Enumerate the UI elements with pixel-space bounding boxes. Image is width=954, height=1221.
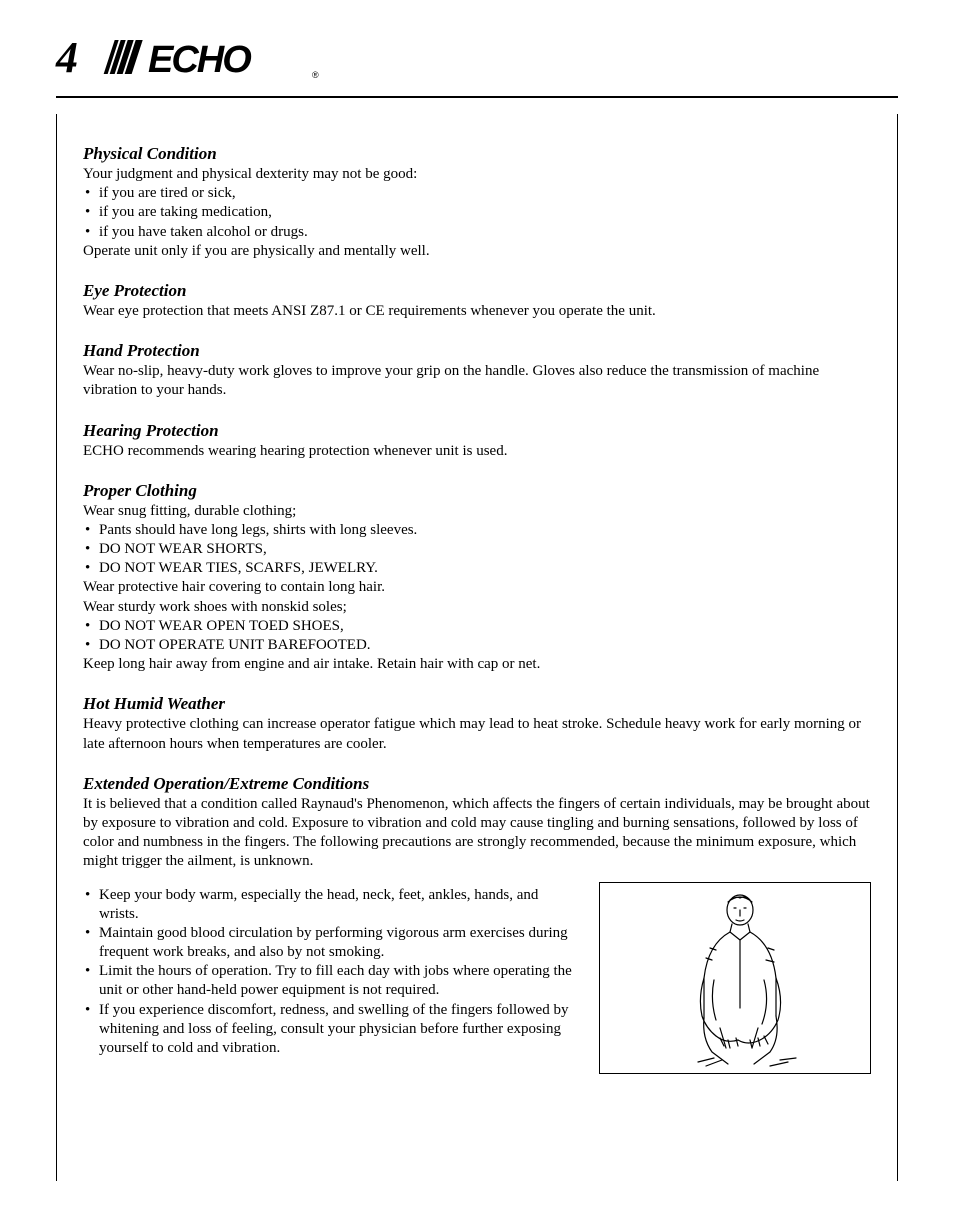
section-body: Heavy protective clothing can increase o… <box>83 715 871 753</box>
section-outro: Keep long hair away from engine and air … <box>83 655 871 674</box>
section-hot-humid-weather: Hot Humid Weather Heavy protective cloth… <box>83 694 871 753</box>
header-rule <box>56 96 898 98</box>
list-item: Limit the hours of operation. Try to fil… <box>83 962 579 1000</box>
page-number: 4 <box>56 36 78 80</box>
bullet-list: Pants should have long legs, shirts with… <box>83 521 871 579</box>
list-item: Maintain good blood circulation by perfo… <box>83 924 579 962</box>
bullet-list: if you are tired or sick, if you are tak… <box>83 184 871 242</box>
list-item: if you are tired or sick, <box>83 184 871 203</box>
list-item: If you experience discomfort, redness, a… <box>83 1001 579 1059</box>
illustration-box <box>599 882 871 1074</box>
list-item: if you have taken alcohol or drugs. <box>83 223 871 242</box>
list-item: DO NOT WEAR OPEN TOED SHOES, <box>83 617 871 636</box>
section-mid: Wear protective hair covering to contain… <box>83 578 871 597</box>
section-hand-protection: Hand Protection Wear no-slip, heavy-duty… <box>83 341 871 400</box>
list-item: DO NOT WEAR SHORTS, <box>83 540 871 559</box>
two-column-layout: Keep your body warm, especially the head… <box>83 886 871 1074</box>
section-title: Hearing Protection <box>83 421 871 441</box>
svg-text:®: ® <box>312 70 319 80</box>
section-mid: Wear sturdy work shoes with nonskid sole… <box>83 598 871 617</box>
section-body: ECHO recommends wearing hearing protecti… <box>83 442 871 461</box>
bullet-list: Keep your body warm, especially the head… <box>83 886 579 1059</box>
list-item: DO NOT OPERATE UNIT BAREFOOTED. <box>83 636 871 655</box>
column-left: Keep your body warm, especially the head… <box>83 886 579 1059</box>
section-title: Eye Protection <box>83 281 871 301</box>
bullet-list: DO NOT WEAR OPEN TOED SHOES, DO NOT OPER… <box>83 617 871 655</box>
list-item: if you are taking medication, <box>83 203 871 222</box>
section-body: It is believed that a condition called R… <box>83 795 871 872</box>
page-header: 4 ECHO ® <box>0 0 954 80</box>
section-title: Physical Condition <box>83 144 871 164</box>
section-body: Wear no-slip, heavy-duty work gloves to … <box>83 362 871 400</box>
section-intro: Wear snug fitting, durable clothing; <box>83 502 871 521</box>
section-physical-condition: Physical Condition Your judgment and phy… <box>83 144 871 261</box>
section-title: Hot Humid Weather <box>83 694 871 714</box>
section-title: Hand Protection <box>83 341 871 361</box>
section-extended-operation: Extended Operation/Extreme Conditions It… <box>83 774 871 1074</box>
person-crouching-illustration-icon <box>650 888 820 1068</box>
section-outro: Operate unit only if you are physically … <box>83 242 871 261</box>
svg-text:ECHO: ECHO <box>148 39 251 80</box>
content-area: Physical Condition Your judgment and phy… <box>56 114 898 1181</box>
section-title: Proper Clothing <box>83 481 871 501</box>
list-item: Pants should have long legs, shirts with… <box>83 521 871 540</box>
section-body: Wear eye protection that meets ANSI Z87.… <box>83 302 871 321</box>
section-proper-clothing: Proper Clothing Wear snug fitting, durab… <box>83 481 871 675</box>
section-title: Extended Operation/Extreme Conditions <box>83 774 871 794</box>
list-item: Keep your body warm, especially the head… <box>83 886 579 924</box>
section-hearing-protection: Hearing Protection ECHO recommends weari… <box>83 421 871 461</box>
echo-logo: ECHO ® <box>100 36 322 80</box>
section-intro: Your judgment and physical dexterity may… <box>83 165 871 184</box>
list-item: DO NOT WEAR TIES, SCARFS, JEWELRY. <box>83 559 871 578</box>
section-eye-protection: Eye Protection Wear eye protection that … <box>83 281 871 321</box>
